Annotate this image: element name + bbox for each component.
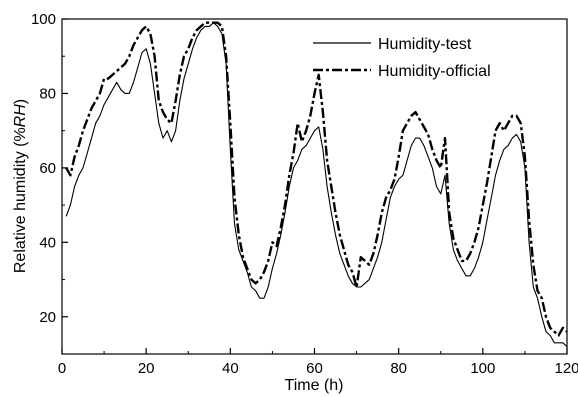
y-axis-title-unit: RH: [12, 104, 29, 128]
series-line-humidity-official: [65, 21, 568, 337]
x-axis-title: Time (h): [285, 377, 344, 394]
y-axis-title-suffix: ): [12, 99, 29, 104]
y-tick-label: 60: [39, 160, 56, 177]
x-tick-label: 120: [554, 360, 578, 377]
series-layer: [65, 21, 568, 348]
y-tick-label: 40: [39, 234, 56, 251]
legend-label-humidity-official: Humidity-official: [378, 63, 491, 80]
series-line-humidity-test: [65, 22, 568, 348]
legend-label-humidity-test: Humidity-test: [378, 36, 472, 53]
x-tick-label: 100: [470, 360, 495, 377]
y-tick-label: 100: [31, 11, 56, 28]
x-tick-label: 60: [306, 360, 323, 377]
legend: Humidity-test Humidity-official: [313, 36, 491, 80]
x-tick-label: 40: [222, 360, 239, 377]
y-axis-title-prefix: Relative humidity (%: [12, 127, 29, 273]
x-tick-label: 20: [138, 360, 155, 377]
y-axis-title: Relative humidity (%RH): [12, 99, 29, 273]
y-tick-label: 80: [39, 85, 56, 102]
x-tick-label: 0: [58, 360, 66, 377]
x-tick-label: 80: [390, 360, 407, 377]
ticks-layer: 0 20 40 60 80 100 120 20 40 60 80 100: [31, 11, 578, 377]
y-tick-label: 20: [39, 309, 56, 326]
